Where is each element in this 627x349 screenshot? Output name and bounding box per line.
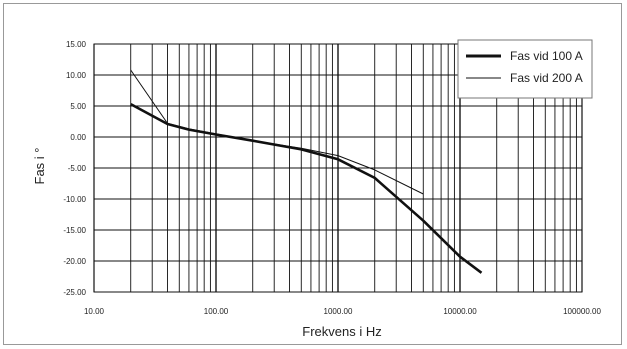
- y-tick-label: 15.00: [66, 40, 87, 49]
- legend-label-fas-100a: Fas vid 100 A: [510, 49, 583, 63]
- y-tick-label: -15.00: [63, 226, 86, 235]
- legend-label-fas-200a: Fas vid 200 A: [510, 71, 583, 85]
- y-tick-label: 0.00: [70, 133, 86, 142]
- x-tick-label: 100.00: [204, 307, 229, 316]
- x-tick-label: 1000.00: [324, 307, 353, 316]
- y-tick-label: 5.00: [70, 102, 86, 111]
- y-tick-label: -5.00: [68, 164, 87, 173]
- series-line-fas-100a: [130, 102, 483, 274]
- y-tick-label: 10.00: [66, 71, 87, 80]
- x-tick-label: 100000.00: [563, 307, 601, 316]
- legend-box: [457, 39, 593, 99]
- x-tick-label: 10.00: [84, 307, 105, 316]
- y-tick-label: -10.00: [63, 195, 86, 204]
- series-lines: [130, 69, 483, 274]
- x-axis-title: Frekvens i Hz: [302, 324, 381, 339]
- legend: Fas vid 100 A Fas vid 200 A: [457, 39, 593, 99]
- series-line-fas-200a: [130, 69, 424, 195]
- y-axis-title: Fas i °: [32, 148, 47, 185]
- y-tick-label: -25.00: [63, 288, 86, 297]
- y-tick-label: -20.00: [63, 257, 86, 266]
- axes: 15.00 10.00 5.00 0.00 -5.00 -10.00 -15.00 -20.0…: [63, 40, 601, 316]
- x-tick-label: 10000.00: [443, 307, 477, 316]
